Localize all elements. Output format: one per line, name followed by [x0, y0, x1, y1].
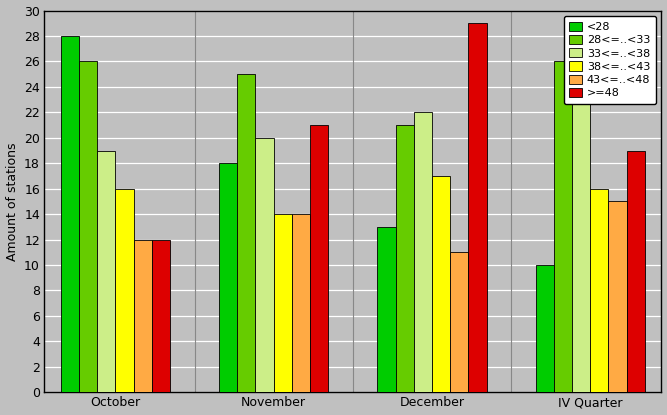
Y-axis label: Amount of stations: Amount of stations — [5, 142, 19, 261]
Bar — [468, 23, 486, 392]
Bar — [608, 201, 626, 392]
Bar — [97, 151, 115, 392]
Bar — [273, 214, 292, 392]
Bar — [378, 227, 396, 392]
Bar — [432, 176, 450, 392]
Bar — [396, 125, 414, 392]
Bar — [590, 189, 608, 392]
Bar — [219, 163, 237, 392]
Bar — [310, 125, 328, 392]
Bar — [133, 239, 152, 392]
Bar — [237, 74, 255, 392]
Bar — [255, 138, 273, 392]
Bar — [536, 265, 554, 392]
Bar — [115, 189, 133, 392]
Bar — [414, 112, 432, 392]
Bar — [292, 214, 310, 392]
Bar — [554, 61, 572, 392]
Bar — [626, 151, 645, 392]
Bar — [79, 61, 97, 392]
Legend: <28, 28<=..<33, 33<=..<38, 38<=..<43, 43<=..<48, >=48: <28, 28<=..<33, 33<=..<38, 38<=..<43, 43… — [564, 16, 656, 104]
Bar — [61, 36, 79, 392]
Bar — [152, 239, 170, 392]
Bar — [450, 252, 468, 392]
Bar — [572, 49, 590, 392]
